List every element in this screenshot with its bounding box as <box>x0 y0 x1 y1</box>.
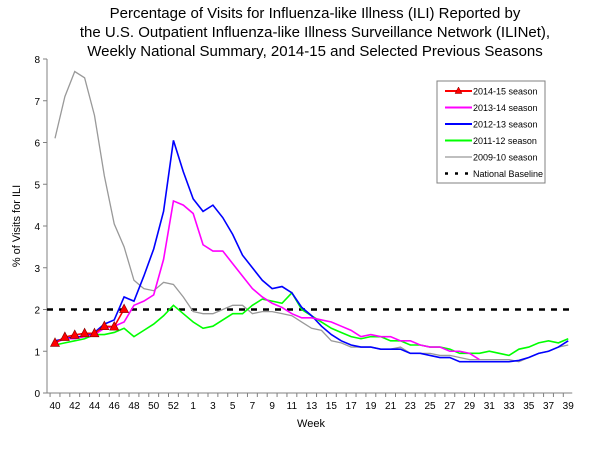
legend-label: 2014-15 season <box>473 87 538 97</box>
x-tick-label: 13 <box>306 401 318 412</box>
x-tick-label: 7 <box>250 401 256 412</box>
x-tick-label: 46 <box>109 401 121 412</box>
x-tick-label: 33 <box>503 401 515 412</box>
y-axis-label: % of Visits for ILI <box>11 185 23 267</box>
y-tick-label: 4 <box>34 222 40 233</box>
x-tick-label: 52 <box>168 401 180 412</box>
x-tick-label: 27 <box>444 401 456 412</box>
x-tick-label: 37 <box>543 401 555 412</box>
series-line-2012-13-season <box>54 140 569 363</box>
y-tick-label: 7 <box>34 97 40 108</box>
x-tick-label: 19 <box>365 401 377 412</box>
legend: 2014-15 season 2013-14 season 2012-13 seas… <box>436 80 546 184</box>
x-tick-label: 3 <box>210 401 216 412</box>
data-point-2014-15-season <box>50 337 60 347</box>
x-tick-label: 31 <box>484 401 496 412</box>
x-tick-label: 44 <box>89 401 101 412</box>
data-point-2014-15-season <box>109 320 120 331</box>
y-tick-label: 1 <box>34 347 40 358</box>
y-tick-label: 2 <box>34 306 40 317</box>
x-tick-label: 48 <box>128 401 140 412</box>
y-tick-label: 8 <box>34 55 40 66</box>
legend-label: 2013-14 season <box>473 103 538 113</box>
x-tick-label: 11 <box>287 401 298 412</box>
x-tick-label: 23 <box>405 401 417 412</box>
x-tick-label: 50 <box>148 401 160 412</box>
x-tick-label: 40 <box>49 401 61 412</box>
x-tick-label: 25 <box>424 401 436 412</box>
x-tick-label: 21 <box>385 401 397 412</box>
data-point-2014-15-season <box>69 329 80 339</box>
legend-box <box>436 80 546 184</box>
x-tick-label: 1 <box>190 401 196 412</box>
data-point-2014-15-season <box>59 331 70 341</box>
series-group <box>50 70 569 363</box>
legend-label: 2011-12 season <box>473 136 537 146</box>
y-tick-label: 0 <box>34 389 40 400</box>
x-tick-label: 17 <box>346 401 358 412</box>
legend-marker <box>454 86 463 94</box>
x-tick-label: 35 <box>523 401 535 412</box>
chart-title-line-2: the U.S. Outpatient Influenza-like Illne… <box>80 24 550 41</box>
x-tick-label: 5 <box>230 401 236 412</box>
series-line-2011-12-season <box>54 291 569 357</box>
x-tick-label: 39 <box>563 401 575 412</box>
legend-label: 2012-13 season <box>473 120 538 130</box>
x-tick-label: 42 <box>69 401 81 412</box>
chart-title-line-1: Percentage of Visits for Influenza-like … <box>110 5 521 22</box>
legend-label: 2009-10 season <box>473 153 538 163</box>
x-tick-label: 29 <box>464 401 476 412</box>
x-tick-label: 9 <box>269 401 275 412</box>
y-tick-label: 6 <box>34 139 40 150</box>
legend-label-baseline: National Baseline <box>473 169 543 179</box>
data-point-2014-15-season <box>79 327 90 338</box>
series-line-2013-14-season <box>54 199 480 361</box>
data-point-2014-15-season <box>119 303 130 313</box>
x-axis-label: Week <box>297 418 325 430</box>
data-point-2014-15-season <box>99 320 110 331</box>
x-tick-label: 15 <box>326 401 338 412</box>
data-point-2014-15-season <box>89 327 100 338</box>
chart-title-line-3: Weekly National Summary, 2014-15 and Sel… <box>87 43 543 60</box>
y-tick-label: 5 <box>34 180 40 191</box>
y-tick-label: 3 <box>34 264 40 275</box>
